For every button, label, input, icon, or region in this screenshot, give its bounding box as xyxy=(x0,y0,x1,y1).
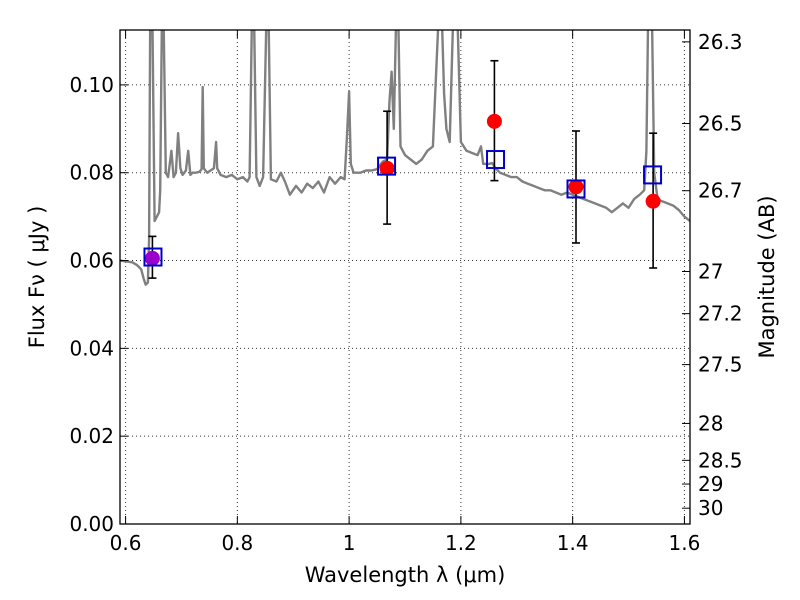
x-axis-ticks: 0.6 0.8 1 1.2 1.4 1.6 xyxy=(110,30,701,555)
error-bars xyxy=(148,59,658,279)
plot-frame xyxy=(119,29,691,525)
x-tick-label: 0.8 xyxy=(221,531,253,555)
x-tick-label: 0.6 xyxy=(110,531,142,555)
observed-points xyxy=(144,113,661,266)
x-axis-title: Wavelength λ (μm) xyxy=(305,563,506,587)
observed-point xyxy=(144,250,160,266)
right-tick-label: 28 xyxy=(698,411,723,435)
observed-point xyxy=(568,179,584,195)
model-square xyxy=(377,156,397,176)
y-tick-label: 0.02 xyxy=(69,424,114,448)
right-tick-label: 26.7 xyxy=(698,179,743,203)
grid xyxy=(120,30,690,525)
spectrum-line xyxy=(120,30,690,286)
y-tick-label: 0.10 xyxy=(69,73,114,97)
x-tick-label: 1 xyxy=(343,531,356,555)
right-tick-label: 29 xyxy=(698,472,723,496)
right-tick-label: 26.5 xyxy=(698,112,743,136)
right-tick-label: 27.5 xyxy=(698,353,743,377)
x-tick-label: 1.6 xyxy=(669,531,701,555)
model-square xyxy=(566,179,586,199)
right-axis-title: Magnitude (AB) xyxy=(755,195,779,358)
model-square xyxy=(486,150,506,170)
x-tick-label: 1.2 xyxy=(445,531,477,555)
right-tick-label: 30 xyxy=(698,496,723,520)
model-spectrum xyxy=(120,30,690,286)
model-squares xyxy=(143,150,663,267)
x-tick-label: 1.4 xyxy=(557,531,589,555)
y-tick-label: 0.06 xyxy=(69,249,114,273)
model-square xyxy=(643,165,663,185)
observed-point xyxy=(379,160,395,176)
y-axis-ticks: 0.00 0.02 0.04 0.06 0.08 0.10 xyxy=(69,73,128,536)
right-tick-label: 28.5 xyxy=(698,448,743,472)
observed-point xyxy=(645,193,661,209)
y-axis-title: Flux Fν ( μJy ) xyxy=(25,206,49,349)
y-tick-label: 0.04 xyxy=(69,336,114,360)
y-tick-label: 0.00 xyxy=(69,512,114,536)
right-tick-label: 26.3 xyxy=(698,30,743,54)
right-tick-label: 27.2 xyxy=(698,302,743,326)
model-square xyxy=(143,247,163,267)
y-tick-label: 0.08 xyxy=(69,161,114,185)
right-tick-label: 27 xyxy=(698,260,723,284)
observed-point xyxy=(486,113,502,129)
